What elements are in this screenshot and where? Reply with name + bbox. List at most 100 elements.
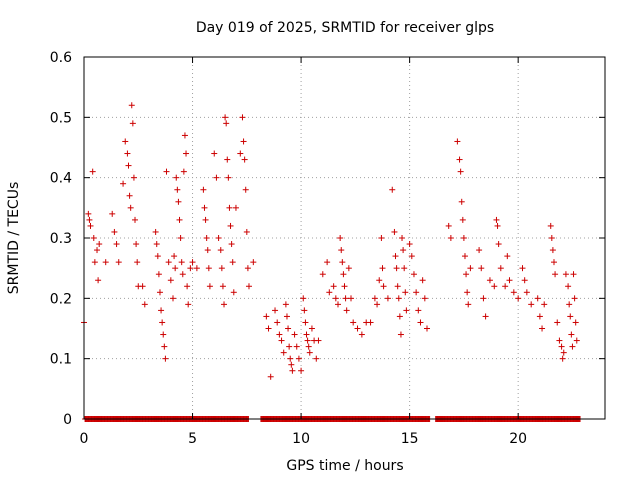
data-point-0-87 xyxy=(240,138,247,145)
data-point-0-126 xyxy=(326,289,333,296)
data-point-0-135 xyxy=(342,295,349,302)
data-point-0-184 xyxy=(465,301,472,308)
y-tick-label-0: 0 xyxy=(63,412,72,428)
data-point-0-88 xyxy=(241,156,248,163)
data-point-0-66 xyxy=(205,265,212,272)
data-point-0-101 xyxy=(280,349,287,356)
data-point-0-30 xyxy=(152,228,159,235)
data-point-0-172 xyxy=(423,325,430,332)
data-point-0-118 xyxy=(305,343,312,350)
data-point-0-124 xyxy=(319,271,326,278)
x-tick-label-0: 0 xyxy=(80,431,89,447)
data-point-0-160 xyxy=(400,247,407,254)
data-point-0-81 xyxy=(228,241,235,248)
data-point-0-125 xyxy=(324,259,331,266)
data-point-0-198 xyxy=(506,277,513,284)
data-point-0-32 xyxy=(154,253,161,260)
data-point-0-93 xyxy=(250,259,257,266)
data-point-0-181 xyxy=(461,253,468,260)
data-point-0-109 xyxy=(291,331,298,338)
data-point-0-193 xyxy=(494,222,501,229)
data-point-0-45 xyxy=(172,265,179,272)
data-point-0-165 xyxy=(408,253,415,260)
data-point-0-144 xyxy=(371,295,378,302)
data-point-0-71 xyxy=(217,247,224,254)
data-point-0-79 xyxy=(226,204,233,211)
data-point-0-174 xyxy=(447,235,454,241)
data-point-0-161 xyxy=(401,265,408,272)
data-point-0-3 xyxy=(87,222,94,229)
data-point-0-186 xyxy=(476,247,483,254)
data-point-0-85 xyxy=(237,150,244,157)
data-point-0-141 xyxy=(358,331,365,338)
data-point-0-220 xyxy=(565,283,572,290)
data-point-0-139 xyxy=(350,319,357,326)
data-point-0-75 xyxy=(222,114,229,121)
data-point-0-21 xyxy=(128,102,135,109)
data-point-0-164 xyxy=(406,241,413,248)
data-point-0-48 xyxy=(175,198,182,205)
data-point-0-5 xyxy=(90,235,97,241)
data-point-0-14 xyxy=(115,259,122,266)
data-point-0-157 xyxy=(396,313,403,320)
data-point-0-107 xyxy=(288,361,295,368)
data-point-0-182 xyxy=(463,271,470,278)
data-point-0-105 xyxy=(286,343,293,350)
data-point-0-215 xyxy=(556,337,563,344)
data-point-0-104 xyxy=(285,325,292,332)
data-point-0-17 xyxy=(124,150,131,157)
data-point-0-16 xyxy=(122,138,129,145)
data-point-0-148 xyxy=(379,265,386,272)
data-point-0-60 xyxy=(193,265,200,272)
data-point-0-1 xyxy=(85,210,92,217)
data-points xyxy=(81,102,580,380)
data-point-0-169 xyxy=(417,319,424,326)
data-point-0-145 xyxy=(374,301,381,308)
data-point-0-91 xyxy=(244,265,251,272)
data-point-0-115 xyxy=(302,319,309,326)
x-axis-label: GPS time / hours xyxy=(286,458,403,474)
data-point-0-167 xyxy=(413,289,420,296)
data-point-0-7 xyxy=(94,247,101,254)
data-point-0-15 xyxy=(120,180,127,187)
y-tick-label-2: 0.2 xyxy=(50,291,72,307)
data-point-0-117 xyxy=(304,337,311,344)
data-point-0-162 xyxy=(402,289,409,296)
data-point-0-64 xyxy=(203,235,210,241)
data-point-0-73 xyxy=(219,283,226,290)
data-point-0-18 xyxy=(125,162,132,169)
data-point-0-219 xyxy=(562,271,569,278)
data-point-0-211 xyxy=(549,247,556,254)
data-point-0-178 xyxy=(458,198,465,205)
data-point-0-55 xyxy=(183,150,190,157)
data-point-0-58 xyxy=(187,265,194,272)
data-point-0-221 xyxy=(566,301,573,308)
data-point-0-31 xyxy=(153,241,160,248)
data-point-0-112 xyxy=(298,367,305,374)
data-point-0-42 xyxy=(167,277,174,284)
data-point-0-205 xyxy=(534,295,541,302)
data-point-0-19 xyxy=(126,192,133,199)
data-point-0-210 xyxy=(548,235,555,241)
data-point-0-180 xyxy=(460,235,467,241)
data-point-0-197 xyxy=(504,253,511,260)
data-point-0-131 xyxy=(338,247,345,254)
data-point-0-114 xyxy=(301,307,308,314)
data-point-0-36 xyxy=(159,319,166,326)
data-point-0-132 xyxy=(339,259,346,266)
data-point-0-207 xyxy=(539,325,546,332)
data-point-0-224 xyxy=(569,343,576,350)
x-tick-label-1: 5 xyxy=(188,431,197,447)
x-tick-label-2: 10 xyxy=(292,431,310,447)
data-point-0-38 xyxy=(161,343,168,350)
data-point-0-43 xyxy=(170,295,177,302)
data-point-0-63 xyxy=(202,216,209,223)
data-point-0-10 xyxy=(102,259,109,266)
data-point-0-54 xyxy=(181,132,188,139)
data-point-0-61 xyxy=(200,186,207,193)
data-point-0-137 xyxy=(345,265,352,272)
data-point-0-166 xyxy=(410,271,417,278)
data-point-0-28 xyxy=(139,283,146,290)
data-point-0-34 xyxy=(156,289,163,296)
data-point-0-168 xyxy=(415,307,422,314)
